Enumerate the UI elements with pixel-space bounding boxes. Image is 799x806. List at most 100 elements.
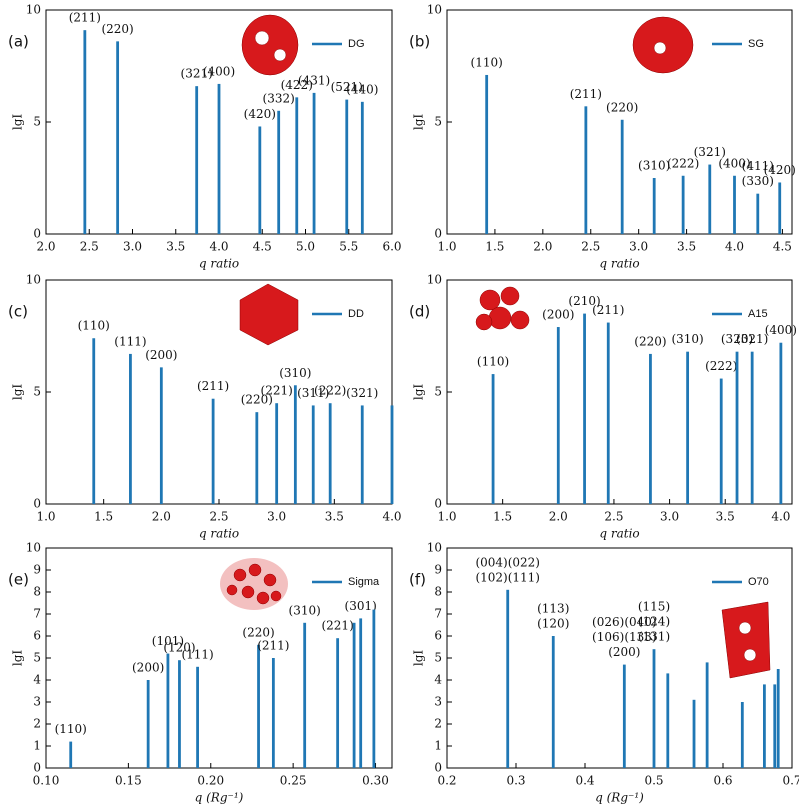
y-tick-label: 6 — [33, 629, 41, 643]
peak-label: (400) — [718, 156, 750, 170]
peak-label: (131) — [638, 630, 670, 644]
peak-label: (220) — [242, 625, 274, 639]
legend-label: A15 — [748, 308, 768, 320]
peak-bar — [116, 41, 120, 234]
x-tick-label: 3.5 — [677, 240, 696, 254]
x-tick-label: 4.5 — [253, 240, 272, 254]
panel-label: (b) — [409, 33, 430, 51]
peak-bar — [328, 403, 332, 504]
peak-label: (221) — [321, 619, 353, 633]
peak-label: (301) — [345, 599, 377, 613]
peak-label: (440) — [346, 82, 378, 96]
peak-bar — [666, 673, 670, 768]
y-tick-label: 1 — [434, 739, 442, 753]
x-tick-label: 2.0 — [36, 240, 55, 254]
a15-structure — [475, 286, 530, 331]
peak-label: (026)(040) — [592, 615, 657, 629]
peak-bar — [776, 669, 780, 768]
y-tick-label: 10 — [26, 3, 41, 17]
y-tick-label: 10 — [26, 273, 41, 287]
y-tick-label: 3 — [33, 695, 41, 709]
x-tick-label: 2.0 — [533, 240, 552, 254]
x-tick-label: 3.5 — [166, 240, 185, 254]
y-tick-label: 8 — [33, 585, 41, 599]
peak-bar — [551, 636, 555, 768]
peak-bar — [312, 92, 316, 234]
x-tick-label: 0.6 — [713, 774, 732, 788]
peak-bar — [271, 658, 275, 768]
x-tick-label: 0.4 — [575, 774, 594, 788]
peak-label: (422) — [281, 78, 313, 92]
x-tick-label: 4.0 — [725, 240, 744, 254]
x-tick-label: 2.5 — [80, 240, 99, 254]
peak-label: (211) — [570, 87, 602, 101]
peak-label: (211) — [592, 303, 624, 317]
panel-label: (e) — [8, 571, 29, 589]
peak-label: (102)(111) — [475, 570, 540, 584]
panel-label: (d) — [409, 303, 430, 321]
peak-bar — [311, 405, 315, 504]
y-tick-label: 2 — [33, 717, 41, 731]
x-axis-label: q ratio — [199, 527, 239, 541]
y-axis-label: lgI — [11, 114, 25, 131]
peak-bar — [708, 164, 712, 234]
peak-bar — [178, 660, 181, 768]
peak-bar — [583, 313, 586, 504]
peak-label: (310) — [638, 159, 670, 173]
peak-bar — [211, 398, 215, 504]
peak-label: (222) — [705, 359, 737, 373]
y-tick-label: 0 — [33, 497, 41, 511]
peak-bar — [773, 684, 777, 768]
peak-bar — [277, 110, 281, 234]
peak-bar — [360, 405, 364, 504]
x-tick-label: 4.0 — [382, 510, 401, 524]
sigma-structure — [220, 558, 288, 610]
peak-bar — [303, 622, 307, 768]
peak-label: (220) — [634, 334, 666, 348]
peak-bar — [217, 83, 221, 234]
x-tick-label: 0.3 — [506, 774, 525, 788]
y-tick-label: 4 — [434, 673, 442, 687]
y-tick-label: 8 — [434, 585, 442, 599]
peak-bar — [146, 680, 150, 768]
y-tick-label: 0 — [33, 227, 41, 241]
peak-bar — [652, 178, 656, 234]
legend-label: Sigma — [348, 576, 380, 588]
x-tick-label: 4.0 — [209, 240, 228, 254]
y-axis-label: lgI — [11, 650, 25, 667]
peak-label: (321) — [346, 386, 378, 400]
peak-label: (106)(133) — [592, 630, 657, 644]
peak-bar — [129, 353, 132, 504]
peak-label: (420) — [244, 107, 276, 121]
peak-bar — [83, 30, 87, 234]
y-tick-label: 10 — [427, 3, 442, 17]
peak-bar — [336, 638, 340, 768]
peak-label: (411) — [742, 159, 774, 173]
x-tick-label: 4.5 — [773, 240, 792, 254]
peak-label: (310) — [671, 332, 703, 346]
peak-label: (521) — [331, 80, 363, 94]
peak-bar — [258, 126, 262, 234]
peak-label: (111) — [114, 334, 146, 348]
y-tick-label: 0 — [434, 497, 442, 511]
y-tick-label: 3 — [434, 695, 442, 709]
peak-bar — [485, 74, 489, 235]
peak-label: (110) — [477, 355, 509, 369]
peak-bar — [506, 589, 510, 768]
peak-bar — [778, 182, 782, 234]
panel-label: (a) — [8, 33, 29, 51]
peak-bar — [620, 119, 624, 234]
x-tick-label: 1.0 — [437, 240, 456, 254]
peak-bar — [293, 385, 297, 504]
peak-label: (310) — [289, 603, 321, 617]
y-axis-label: lgI — [412, 384, 426, 401]
x-axis-label: q (Rg⁻¹) — [595, 791, 644, 805]
y-tick-label: 10 — [427, 541, 442, 555]
peak-bar — [719, 378, 723, 504]
peak-bar — [196, 666, 199, 768]
y-tick-label: 2 — [434, 717, 442, 731]
x-axis-label: q ratio — [599, 257, 639, 271]
peak-bar — [779, 342, 783, 504]
x-tick-label: 3.5 — [325, 510, 344, 524]
x-tick-label: 1.5 — [493, 510, 512, 524]
